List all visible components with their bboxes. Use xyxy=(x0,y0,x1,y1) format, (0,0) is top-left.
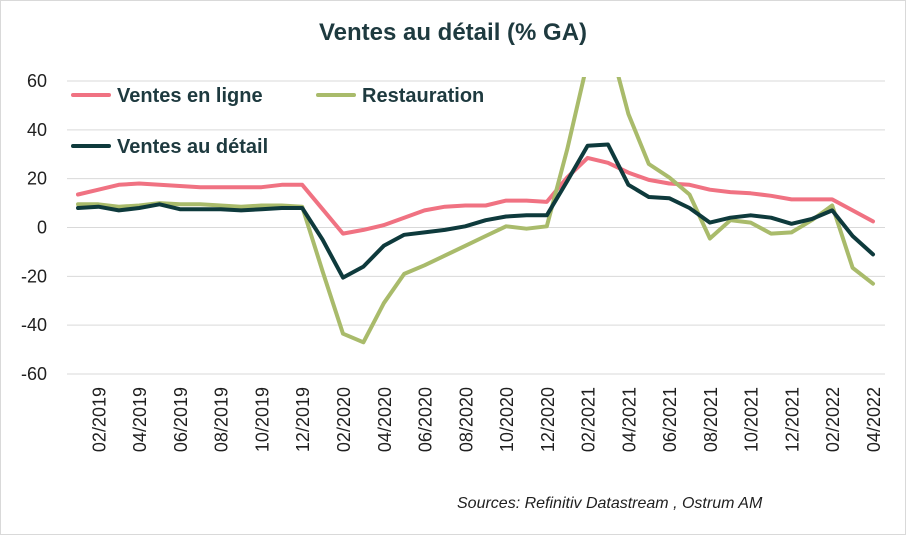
x-tick-label: 04/2021 xyxy=(619,387,639,452)
series-line xyxy=(76,77,875,345)
x-tick-label: 06/2020 xyxy=(416,387,436,452)
x-tick-label: 08/2020 xyxy=(456,387,476,452)
x-tick-label: 06/2021 xyxy=(660,387,680,452)
y-tick-label: 60 xyxy=(27,71,47,91)
x-tick-label: 10/2019 xyxy=(252,387,272,452)
source-note: Sources: Refinitiv Datastream , Ostrum A… xyxy=(457,495,763,512)
series-lines xyxy=(76,77,875,345)
y-tick-label: 20 xyxy=(27,169,47,189)
legend-label: Restauration xyxy=(362,85,484,107)
x-tick-label: 04/2020 xyxy=(375,387,395,452)
series-line xyxy=(76,155,875,236)
x-tick-label: 10/2020 xyxy=(497,387,517,452)
x-tick-label: 02/2020 xyxy=(334,387,354,452)
x-tick-label: 06/2019 xyxy=(171,387,191,452)
y-tick-label: 0 xyxy=(37,218,47,238)
chart-plot: -60 -40 -20 0 20 40 60 02/2019 04/2019 06/2019 08… xyxy=(21,71,885,452)
x-tick-label: 12/2019 xyxy=(293,387,313,452)
y-tick-label: -40 xyxy=(21,315,47,335)
chart-title: Ventes au détail (% GA) xyxy=(318,19,588,46)
x-tick-label: 08/2019 xyxy=(212,387,232,452)
legend: Ventes en ligne Restauration Ventes au dét… xyxy=(71,85,484,158)
x-tick-label: 04/2019 xyxy=(130,387,150,452)
x-tick-label: 02/2019 xyxy=(89,387,109,452)
x-axis-ticks: 02/2019 04/2019 06/2019 08/2019 10/2019 12/20… xyxy=(89,387,884,452)
series-line xyxy=(76,142,875,280)
x-tick-label: 08/2021 xyxy=(701,387,721,452)
y-axis-ticks: -60 -40 -20 0 20 40 60 xyxy=(21,71,47,384)
gridlines xyxy=(67,80,885,375)
legend-label: Ventes au détail xyxy=(117,136,268,158)
y-tick-label: -20 xyxy=(21,266,47,286)
x-tick-label: 12/2020 xyxy=(538,387,558,452)
x-tick-label: 04/2022 xyxy=(864,387,884,452)
x-tick-label: 02/2022 xyxy=(823,387,843,452)
x-tick-label: 12/2021 xyxy=(782,387,802,452)
x-tick-label: 10/2021 xyxy=(742,387,762,452)
y-tick-label: -60 xyxy=(21,364,47,384)
legend-label: Ventes en ligne xyxy=(117,85,263,107)
y-tick-label: 40 xyxy=(27,120,47,140)
x-tick-label: 02/2021 xyxy=(579,387,599,452)
